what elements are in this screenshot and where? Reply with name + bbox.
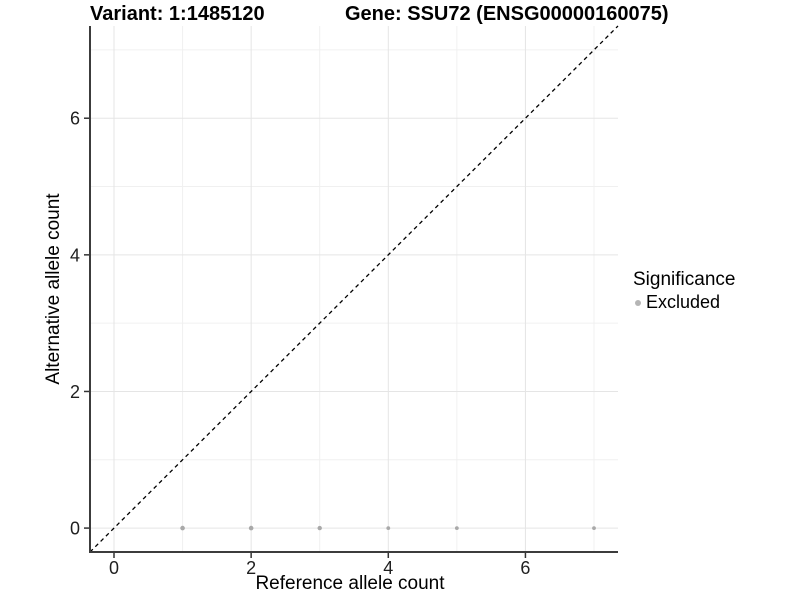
data-point <box>317 525 322 531</box>
y-axis-tick-label: 2 <box>70 382 80 402</box>
x-axis-tick-label: 4 <box>383 558 393 578</box>
y-axis-tick-label: 4 <box>70 245 80 265</box>
y-axis-title: Alternative allele count <box>43 193 64 385</box>
data-point <box>180 525 185 531</box>
data-point <box>592 526 596 530</box>
legend-entry-excluded: Excluded <box>635 292 735 313</box>
data-point <box>386 526 391 530</box>
data-point <box>248 525 254 531</box>
gene-title: Gene: SSU72 (ENSG00000160075) <box>345 3 669 25</box>
x-axis-tick-label: 6 <box>520 558 530 578</box>
y-axis-tick-label: 0 <box>70 519 80 539</box>
x-axis-tick-label: 2 <box>246 558 256 578</box>
legend: Significance Excluded <box>633 269 735 313</box>
variant-title: Variant: 1:1485120 <box>90 3 265 25</box>
y-axis-tick-label: 6 <box>70 109 80 129</box>
legend-entry-label: Excluded <box>646 292 721 312</box>
identity-reference-line <box>89 25 619 553</box>
x-axis-tick-label: 0 <box>109 558 119 578</box>
data-point <box>454 526 459 530</box>
legend-title: Significance <box>633 269 736 290</box>
legend-key-dot-icon <box>635 300 641 306</box>
x-axis-title: Reference allele count <box>255 573 445 594</box>
